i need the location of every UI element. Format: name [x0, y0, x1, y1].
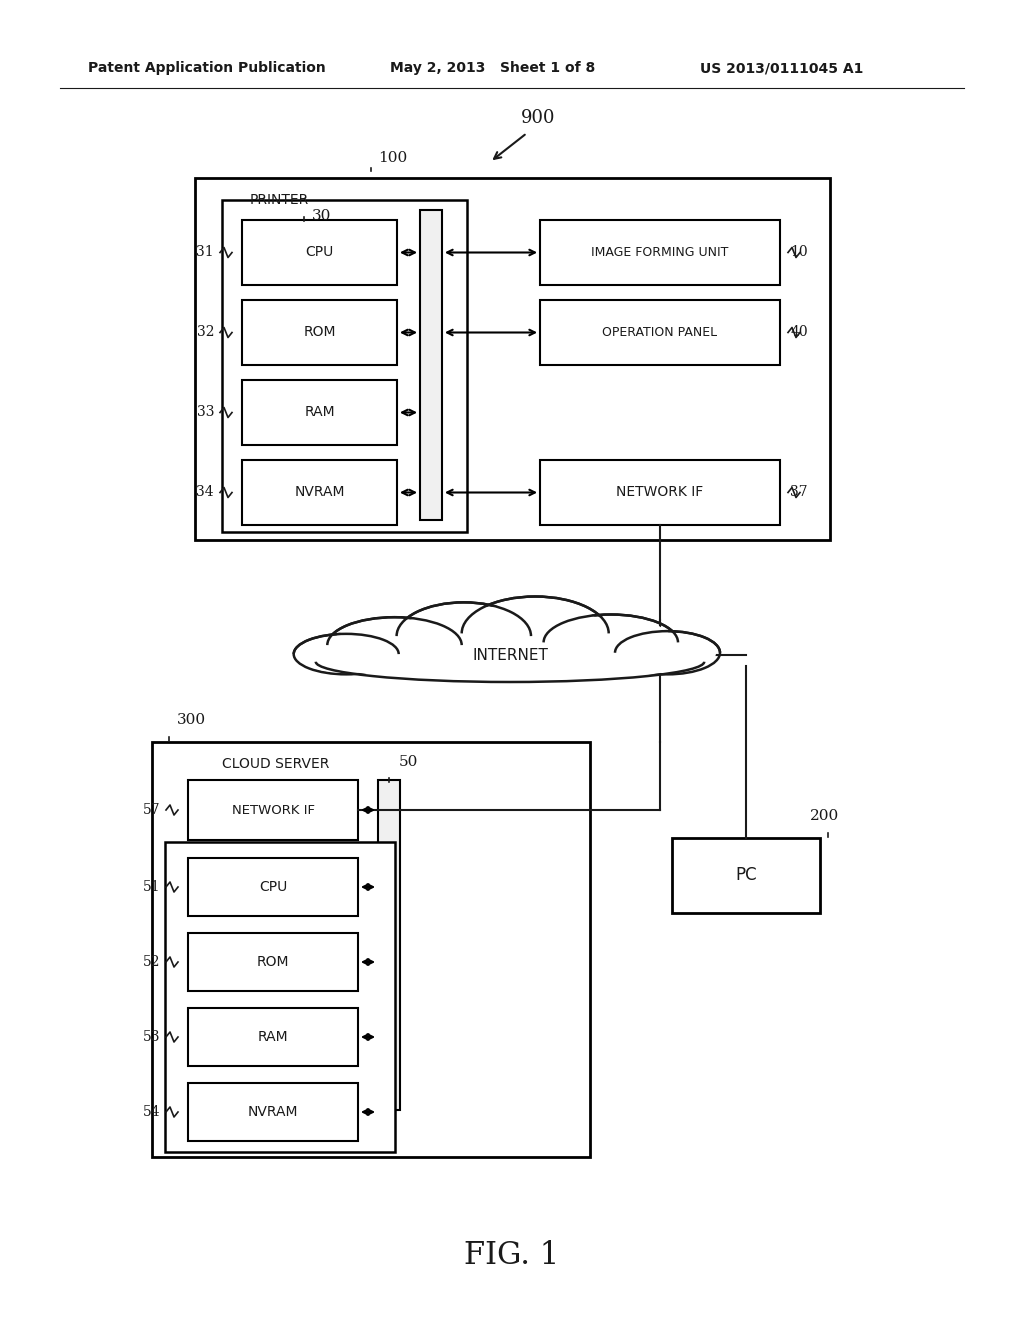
Bar [188, 933, 358, 991]
Text: 200: 200 [810, 809, 840, 822]
Text: NETWORK IF: NETWORK IF [231, 804, 314, 817]
Text: 52: 52 [142, 954, 160, 969]
Text: May 2, 2013   Sheet 1 of 8: May 2, 2013 Sheet 1 of 8 [390, 61, 595, 75]
Text: 54: 54 [142, 1105, 160, 1119]
Bar [242, 300, 397, 366]
Bar [672, 838, 820, 913]
Bar [242, 459, 397, 525]
Text: ROM: ROM [257, 954, 289, 969]
Text: CPU: CPU [305, 246, 334, 260]
Text: Patent Application Publication: Patent Application Publication [88, 61, 326, 75]
Text: 100: 100 [378, 150, 408, 165]
Ellipse shape [549, 616, 673, 668]
Text: PC: PC [735, 866, 757, 884]
Text: RAM: RAM [258, 1030, 289, 1044]
Text: IMAGE FORMING UNIT: IMAGE FORMING UNIT [591, 246, 729, 259]
Ellipse shape [396, 602, 531, 669]
Ellipse shape [467, 599, 603, 668]
Text: CPU: CPU [259, 880, 287, 894]
Text: NVRAM: NVRAM [294, 486, 345, 499]
Text: OPERATION PANEL: OPERATION PANEL [602, 326, 718, 339]
Text: CLOUD SERVER: CLOUD SERVER [222, 756, 330, 771]
Text: 37: 37 [791, 486, 808, 499]
Text: 10: 10 [791, 246, 808, 260]
Ellipse shape [618, 632, 716, 673]
Bar [195, 178, 830, 540]
Ellipse shape [333, 619, 457, 671]
Text: FIG. 1: FIG. 1 [464, 1239, 560, 1270]
Ellipse shape [462, 597, 608, 671]
Text: PRINTER: PRINTER [250, 193, 309, 207]
Text: 31: 31 [197, 246, 214, 260]
Bar [540, 220, 780, 285]
Bar [222, 201, 467, 532]
Bar [188, 858, 358, 916]
Text: 40: 40 [791, 326, 808, 339]
Bar [242, 220, 397, 285]
Ellipse shape [332, 647, 688, 681]
Bar [188, 1082, 358, 1140]
Text: RAM: RAM [304, 405, 335, 420]
Text: 50: 50 [399, 755, 419, 770]
Text: 30: 30 [312, 209, 332, 223]
Text: NVRAM: NVRAM [248, 1105, 298, 1119]
Ellipse shape [615, 631, 720, 675]
Text: 57: 57 [142, 803, 160, 817]
Ellipse shape [294, 634, 398, 675]
Ellipse shape [401, 605, 526, 668]
Bar [188, 1008, 358, 1067]
Text: 33: 33 [197, 405, 214, 420]
Text: 32: 32 [197, 326, 214, 339]
Ellipse shape [544, 615, 678, 671]
Bar [188, 780, 358, 840]
Bar [242, 380, 397, 445]
Text: 900: 900 [521, 110, 555, 127]
Text: NETWORK IF: NETWORK IF [616, 486, 703, 499]
Text: INTERNET: INTERNET [472, 648, 548, 663]
Ellipse shape [298, 635, 395, 673]
Bar [165, 842, 395, 1152]
Text: 300: 300 [177, 713, 206, 727]
Text: 34: 34 [197, 486, 214, 499]
Text: 51: 51 [142, 880, 160, 894]
Bar [152, 742, 590, 1158]
Text: US 2013/0111045 A1: US 2013/0111045 A1 [700, 61, 863, 75]
Bar [540, 300, 780, 366]
Bar [540, 459, 780, 525]
Text: ROM: ROM [303, 326, 336, 339]
Ellipse shape [315, 642, 705, 682]
Bar [420, 210, 442, 520]
Ellipse shape [328, 618, 462, 673]
Text: 53: 53 [142, 1030, 160, 1044]
Bar [378, 780, 400, 1110]
